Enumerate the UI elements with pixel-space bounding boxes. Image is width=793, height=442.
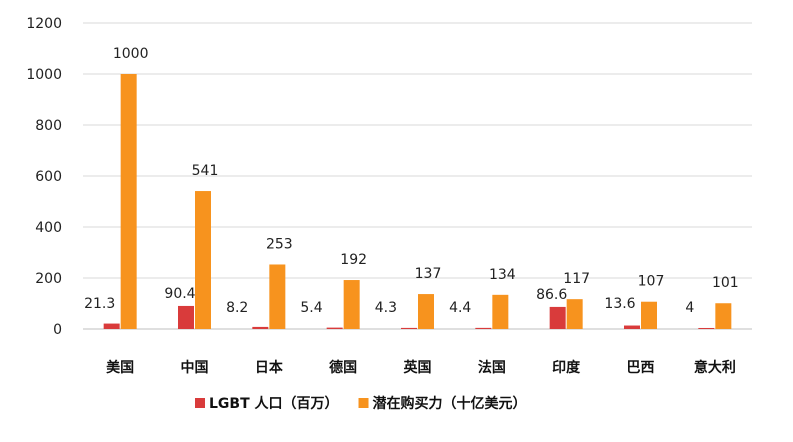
x-tick-label: 巴西 — [627, 360, 655, 376]
y-tick-label: 800 — [35, 118, 62, 134]
data-label: 13.6 — [604, 296, 635, 312]
bar-purchasing-power — [715, 303, 732, 329]
bar-lgbt-population — [103, 323, 120, 329]
x-tick-label: 中国 — [181, 359, 209, 376]
data-label: 90.4 — [164, 286, 195, 302]
data-label: 1000 — [113, 46, 149, 62]
x-axis-ticks: 美国 中国 日本 德国 英国 法国 印度 巴西 意大利 — [106, 359, 736, 376]
legend-swatch — [195, 398, 205, 408]
bar-lgbt-population — [624, 325, 640, 329]
legend-swatch — [358, 398, 369, 408]
x-tick-label: 美国 — [106, 359, 134, 376]
bar-lgbt-population — [326, 327, 343, 329]
bar-lgbt-population — [549, 306, 566, 329]
bar-purchasing-power — [418, 294, 434, 329]
y-tick-label: 0 — [53, 322, 62, 338]
data-label: 5.4 — [300, 300, 322, 316]
data-label: 192 — [340, 252, 367, 268]
bar-purchasing-power — [492, 294, 509, 329]
data-label: 253 — [266, 236, 293, 252]
bar-purchasing-power — [120, 74, 137, 329]
legend-label: LGBT 人口（百万） — [209, 395, 339, 412]
bar-purchasing-power — [566, 299, 583, 329]
gridlines — [83, 22, 752, 330]
legend: LGBT 人口（百万） 潜在购买力（十亿美元） — [195, 395, 527, 412]
data-label: 541 — [192, 163, 219, 179]
y-tick-label: 600 — [35, 169, 62, 185]
bar-lgbt-population — [178, 305, 194, 329]
legend-label: 潜在购买力（十亿美元） — [373, 395, 527, 412]
data-labels: 21.3 1000 90.4 541 8.2 253 5.4 192 4.3 137 4.4 134 8… — [84, 46, 739, 316]
bar-purchasing-power — [641, 301, 657, 329]
data-label: 21.3 — [84, 296, 115, 312]
bar-purchasing-power — [343, 280, 360, 329]
bar-lgbt-population — [475, 327, 492, 329]
data-label: 8.2 — [226, 300, 248, 316]
y-tick-label: 200 — [35, 271, 62, 287]
bar-purchasing-power — [269, 264, 286, 329]
y-tick-label: 400 — [35, 220, 62, 236]
data-label: 134 — [489, 267, 516, 283]
y-tick-label: 1200 — [26, 16, 62, 32]
data-label: 137 — [415, 266, 442, 282]
data-label: 4.3 — [375, 300, 397, 316]
x-tick-label: 印度 — [552, 359, 581, 376]
x-tick-label: 法国 — [478, 359, 506, 376]
x-tick-label: 日本 — [255, 359, 284, 376]
data-label: 4.4 — [449, 300, 471, 316]
data-label: 101 — [712, 275, 739, 291]
bar-lgbt-population — [252, 326, 269, 329]
bar-purchasing-power — [195, 191, 211, 329]
y-axis-ticks: 0 200 400 600 800 1000 1200 — [26, 16, 62, 338]
data-label: 86.6 — [536, 287, 567, 303]
x-tick-label: 德国 — [329, 359, 357, 376]
bar-lgbt-population — [698, 327, 715, 329]
x-tick-label: 意大利 — [694, 359, 736, 376]
data-label: 117 — [563, 271, 590, 287]
data-label: 107 — [638, 274, 665, 290]
y-tick-label: 1000 — [26, 67, 62, 83]
bars — [103, 74, 732, 329]
x-tick-label: 英国 — [403, 359, 432, 376]
data-label: 4 — [685, 300, 694, 316]
bar-lgbt-population — [401, 327, 417, 329]
